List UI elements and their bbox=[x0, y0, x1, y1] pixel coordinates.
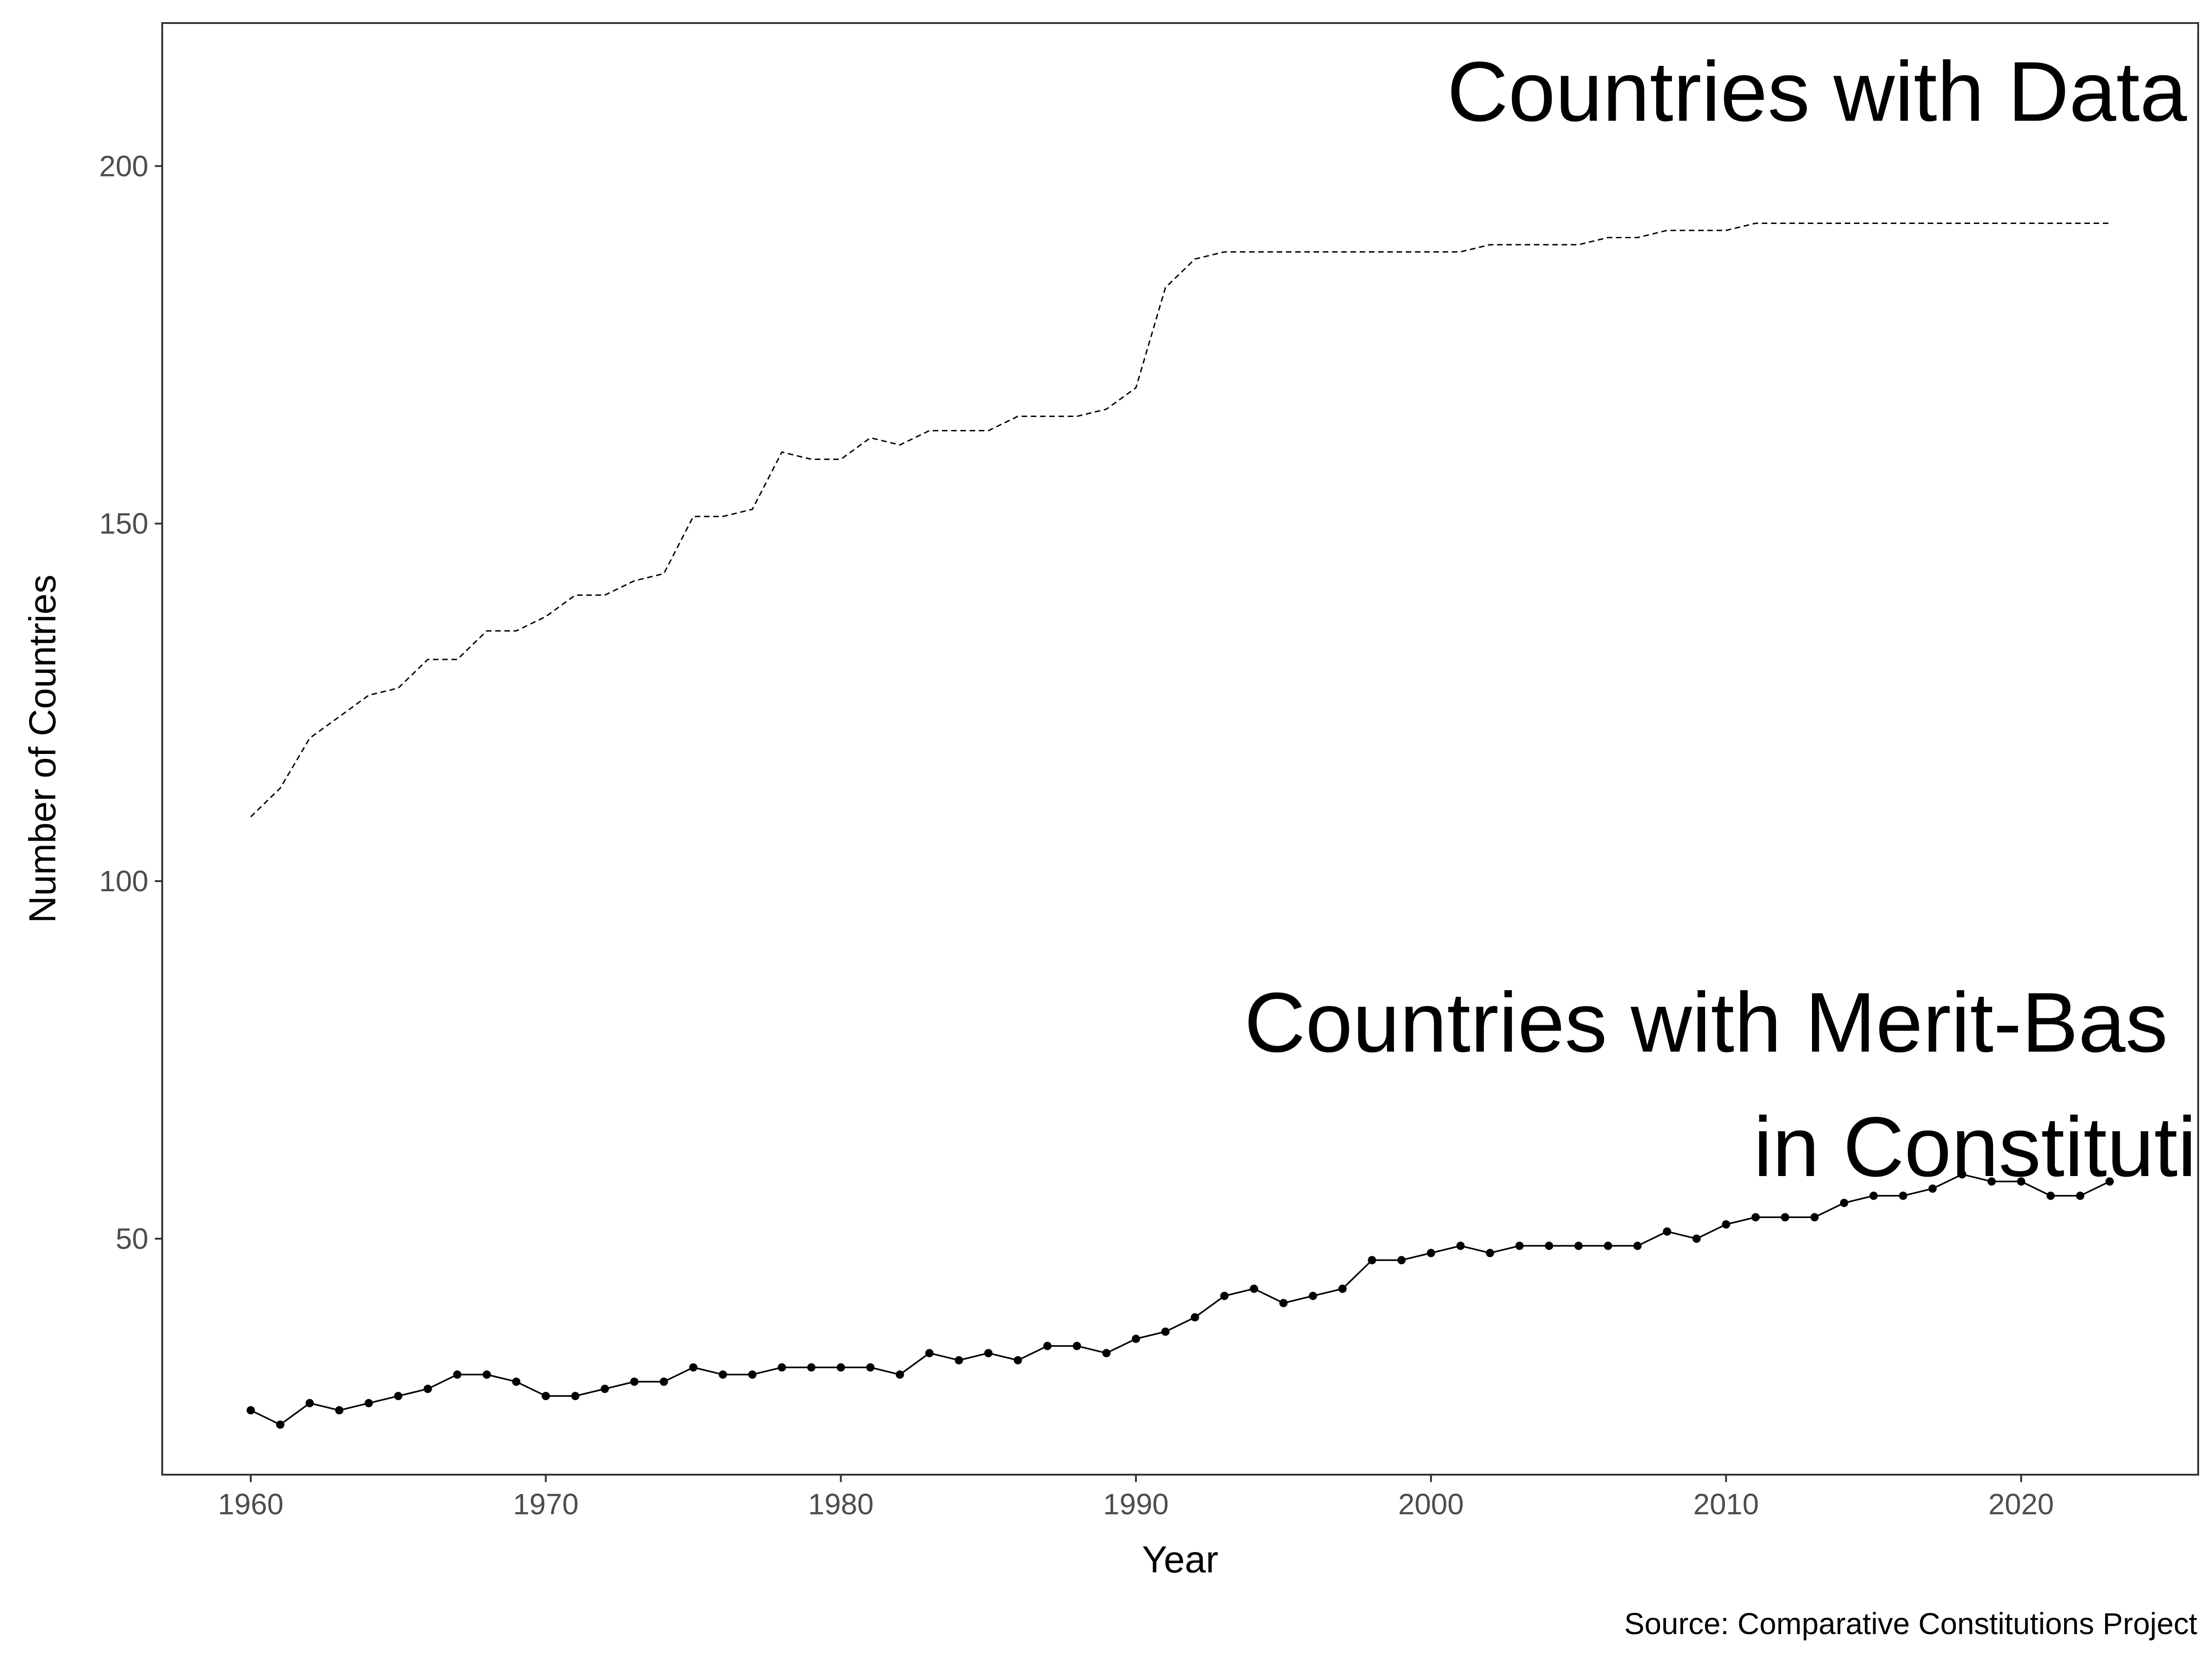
series-2-point bbox=[2017, 1177, 2025, 1186]
series-2-point bbox=[394, 1392, 403, 1400]
series-2-point bbox=[1309, 1292, 1318, 1300]
y-tick-label: 100 bbox=[99, 865, 148, 898]
series-2-point bbox=[1338, 1284, 1347, 1293]
series-1 bbox=[250, 223, 2110, 818]
plot-background bbox=[162, 23, 2198, 1475]
series-2-point bbox=[1781, 1213, 1789, 1222]
y-axis: 50 100 150 200 bbox=[99, 149, 162, 1255]
series-2-point bbox=[1279, 1299, 1288, 1307]
x-tick-label: 2020 bbox=[1988, 1488, 2054, 1521]
series-2-point bbox=[600, 1384, 609, 1393]
series-2-point bbox=[1161, 1327, 1170, 1336]
series-2-point bbox=[1368, 1256, 1377, 1265]
series-2-point bbox=[866, 1363, 875, 1372]
series-2-point bbox=[1013, 1356, 1022, 1365]
y-axis-title: Number of Countries bbox=[22, 575, 64, 924]
series-2-point bbox=[1663, 1227, 1671, 1236]
series-2-point bbox=[1515, 1241, 1524, 1250]
series-2-point bbox=[2105, 1177, 2114, 1186]
series-2-point bbox=[1958, 1170, 1966, 1179]
series-2-point bbox=[1692, 1234, 1701, 1243]
source-caption: Source: Comparative Constitutions Projec… bbox=[1624, 1606, 2197, 1641]
series-2-point bbox=[1899, 1191, 1907, 1200]
series-2-point bbox=[2046, 1191, 2055, 1200]
series-2-point bbox=[895, 1370, 904, 1379]
series-2-point bbox=[659, 1377, 668, 1386]
series-2-point bbox=[276, 1420, 285, 1429]
series-2-point bbox=[453, 1370, 462, 1379]
series-2-point bbox=[777, 1363, 786, 1372]
series-2-point bbox=[689, 1363, 698, 1372]
plot-panel-border bbox=[161, 22, 2199, 1476]
series-2-point bbox=[247, 1406, 255, 1415]
series-2-point bbox=[1250, 1284, 1259, 1293]
series-2-point bbox=[925, 1349, 934, 1358]
x-tick-label: 2010 bbox=[1693, 1488, 1759, 1521]
series-2-point bbox=[512, 1377, 521, 1386]
series-2-point bbox=[365, 1399, 373, 1407]
y-tick-label: 200 bbox=[99, 149, 148, 182]
series-2-point bbox=[335, 1406, 344, 1415]
series-2-line bbox=[250, 1173, 2110, 1426]
x-tick-label: 1970 bbox=[513, 1488, 578, 1521]
series-2-point bbox=[1456, 1241, 1465, 1250]
annotation-countries-with-data: Countries with Data bbox=[1447, 44, 2187, 139]
series-2-point bbox=[984, 1349, 993, 1358]
series-2-point bbox=[2076, 1191, 2084, 1200]
x-tick-label: 1960 bbox=[218, 1488, 283, 1521]
annotation-merit-based-line-2: in Constituti bbox=[1753, 1099, 2196, 1194]
annotation-merit-based-line-1: Countries with Merit-Bas bbox=[1244, 975, 2168, 1070]
series-2-point bbox=[306, 1399, 314, 1407]
series-2-point bbox=[1043, 1341, 1052, 1350]
series-2-point bbox=[954, 1356, 963, 1365]
series-2-point bbox=[1427, 1249, 1435, 1257]
annotation-layer: Countries with Data Countries with Merit… bbox=[1244, 44, 2196, 1194]
series-2-point bbox=[1810, 1213, 1819, 1222]
series-2-point bbox=[1751, 1213, 1760, 1222]
series-2-point bbox=[718, 1370, 727, 1379]
series-2 bbox=[247, 1170, 2114, 1429]
series-2-point bbox=[1397, 1256, 1406, 1265]
series-2-point bbox=[1545, 1241, 1553, 1250]
x-axis-title: Year bbox=[1142, 1539, 1218, 1581]
series-2-point bbox=[1928, 1184, 1937, 1193]
series-2-point bbox=[1191, 1313, 1199, 1322]
series-2-point bbox=[1987, 1177, 1996, 1186]
x-tick-label: 2000 bbox=[1398, 1488, 1464, 1521]
series-2-point bbox=[424, 1384, 432, 1393]
series-2-point bbox=[1633, 1241, 1642, 1250]
x-tick-label: 1990 bbox=[1103, 1488, 1169, 1521]
series-2-point bbox=[807, 1363, 816, 1372]
series-2-point bbox=[836, 1363, 845, 1372]
series-2-point bbox=[1072, 1341, 1081, 1350]
series-2-point bbox=[1840, 1199, 1848, 1207]
series-2-point bbox=[541, 1392, 550, 1400]
series-2-point bbox=[1869, 1191, 1878, 1200]
series-2-point bbox=[571, 1392, 580, 1400]
series-2-point bbox=[1102, 1349, 1111, 1358]
x-tick-label: 1980 bbox=[808, 1488, 873, 1521]
series-2-point bbox=[1486, 1249, 1494, 1257]
series-2-point bbox=[1132, 1335, 1140, 1343]
series-1-line bbox=[250, 223, 2110, 818]
series-2-point bbox=[748, 1370, 757, 1379]
series-2-point bbox=[1604, 1241, 1612, 1250]
series-layer bbox=[247, 223, 2114, 1429]
series-2-point bbox=[1574, 1241, 1583, 1250]
x-axis: 1960 1970 1980 1990 2000 2010 2020 bbox=[218, 1475, 2054, 1521]
series-2-point bbox=[1220, 1292, 1229, 1300]
series-2-point bbox=[482, 1370, 491, 1379]
series-2-point bbox=[630, 1377, 639, 1386]
y-tick-label: 50 bbox=[116, 1222, 148, 1255]
y-tick-label: 150 bbox=[99, 507, 148, 540]
series-2-point bbox=[1722, 1220, 1730, 1229]
